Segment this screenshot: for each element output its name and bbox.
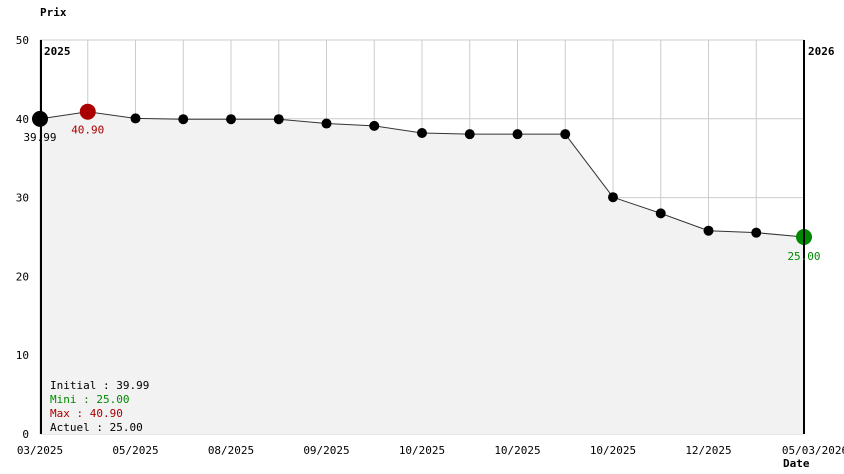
initial-value-label: 39.99 (23, 131, 56, 144)
y-tick-label: 0 (22, 428, 29, 441)
x-tick-label: 03/2025 (17, 444, 63, 457)
axes (40, 40, 805, 434)
data-point-max (79, 103, 96, 120)
x-axis-title: Date (783, 457, 810, 470)
data-point (273, 114, 284, 125)
data-point (655, 208, 666, 219)
summary-line: Initial : 39.99 (50, 379, 149, 392)
x-tick-label: 12/2025 (685, 444, 731, 457)
data-points (32, 103, 812, 245)
y-tick-label: 20 (16, 270, 29, 283)
data-point (178, 114, 189, 125)
data-point (512, 129, 523, 140)
x-tick-label: 09/2025 (303, 444, 349, 457)
x-tick-label: 10/2025 (590, 444, 636, 457)
y-tick-label: 50 (16, 34, 29, 47)
x-tick-label: 08/2025 (208, 444, 254, 457)
summary-line: Actuel : 25.00 (50, 421, 143, 434)
year-label-end: 2026 (808, 45, 835, 58)
data-point (417, 127, 427, 138)
summary-line: Mini : 25.00 (50, 393, 129, 406)
data-point (369, 120, 380, 131)
x-tick-label: 05/03/2026 (782, 444, 844, 457)
y-axis-title: Prix (40, 6, 67, 19)
data-point (130, 113, 141, 124)
data-point (321, 118, 332, 129)
area-fill (40, 111, 804, 434)
data-point (464, 129, 475, 140)
x-tick-label: 05/2025 (112, 444, 158, 457)
data-point (226, 114, 236, 125)
max-value-label: 40.90 (71, 124, 104, 137)
current-value-label: 25.00 (787, 250, 820, 263)
summary-line: Max : 40.90 (50, 407, 123, 420)
data-point (751, 227, 762, 238)
data-point (560, 129, 571, 140)
x-tick-label: 10/2025 (399, 444, 445, 457)
y-tick-label: 10 (16, 349, 29, 362)
labels: 0 10 20 30 40 50 39.99 40.90 25.00 2025 2026 Prix Da… (16, 6, 844, 470)
year-label-start: 2025 (44, 45, 71, 58)
data-point (703, 225, 714, 236)
y-tick-label: 30 (16, 192, 29, 205)
y-tick-label: 40 (16, 113, 29, 126)
x-tick-label: 10/2025 (494, 444, 540, 457)
data-point (608, 192, 618, 203)
